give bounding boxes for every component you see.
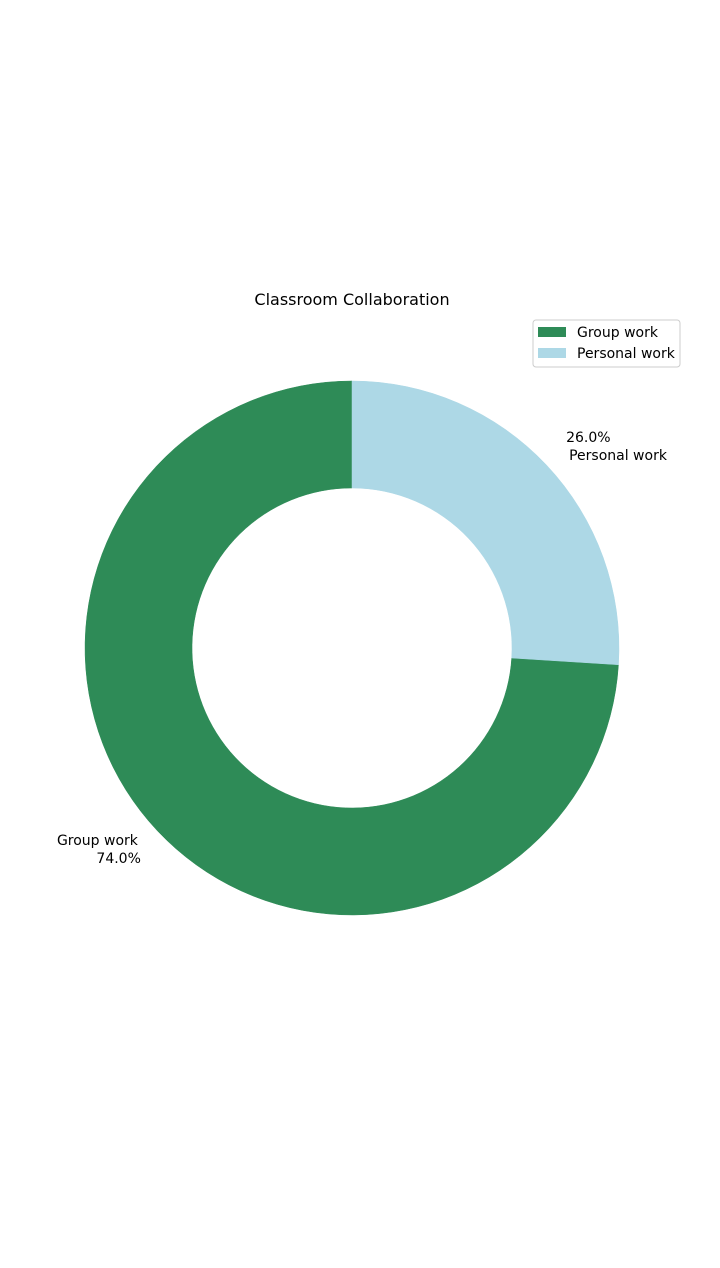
- legend: Group work Personal work: [532, 319, 681, 368]
- legend-swatch-group-work: [538, 327, 566, 337]
- donut-slices: [84, 380, 620, 916]
- slice-percent-personal-work: 26.0%: [566, 430, 610, 446]
- slice-label-group-work: Group work: [57, 833, 139, 849]
- legend-label-group-work: Group work: [577, 325, 659, 341]
- legend-frame: [532, 319, 681, 368]
- slice-labels: Group work 74.0% Personal work 26.0%: [57, 430, 668, 867]
- slice-label-personal-work: Personal work: [569, 448, 668, 464]
- slice-personal-work: [351, 380, 620, 666]
- legend-label-personal-work: Personal work: [577, 346, 676, 362]
- slice-group-work: [84, 380, 619, 916]
- chart-title: Classroom Collaboration: [254, 290, 449, 309]
- slice-percent-group-work: 74.0%: [96, 851, 140, 867]
- legend-swatch-personal-work: [538, 348, 566, 358]
